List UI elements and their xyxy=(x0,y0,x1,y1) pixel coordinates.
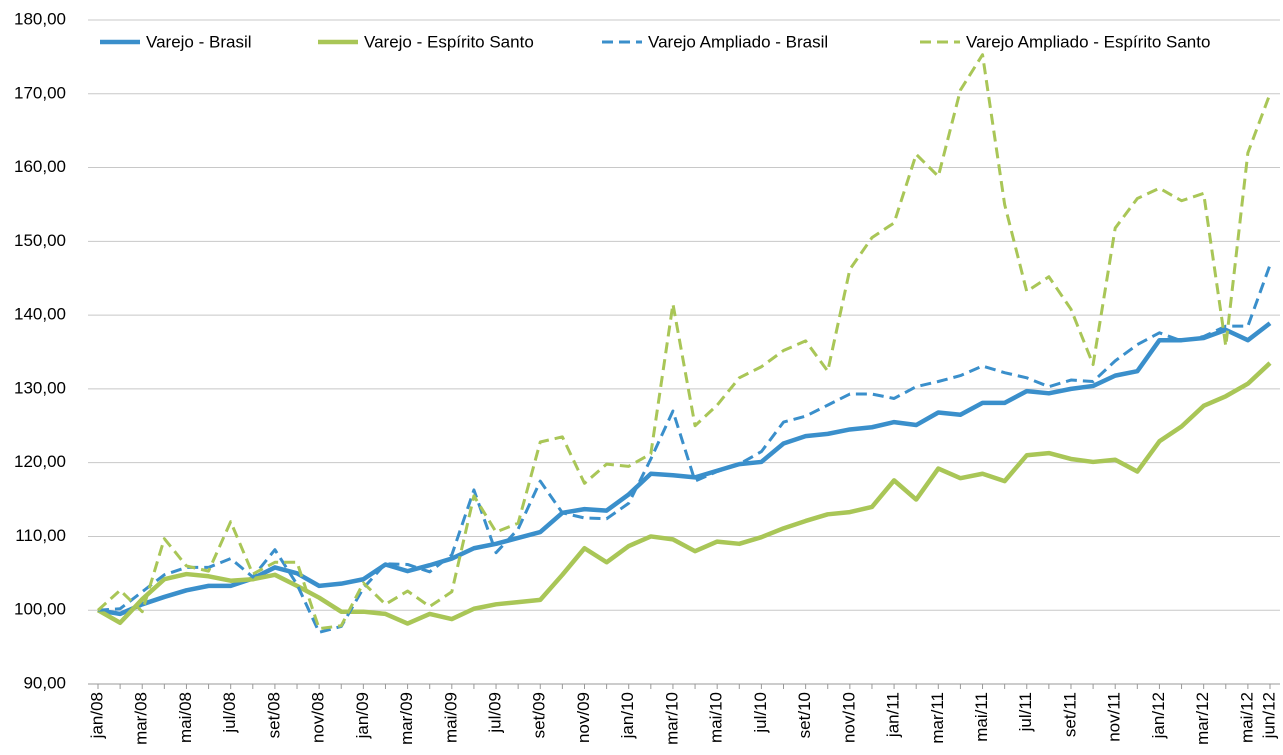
x-tick-label: jan/11 xyxy=(884,692,903,738)
y-tick-label: 160,00 xyxy=(14,157,66,176)
x-tick-label: set/10 xyxy=(795,692,814,738)
y-tick-label: 170,00 xyxy=(14,83,66,102)
x-tick-label: set/08 xyxy=(264,692,283,738)
x-tick-label: jul/08 xyxy=(220,692,239,734)
x-tick-label: jan/09 xyxy=(353,692,372,739)
x-tick-label: jan/12 xyxy=(1149,692,1168,739)
legend-label: Varejo - Espírito Santo xyxy=(364,32,534,51)
x-tick-label: mai/10 xyxy=(707,692,726,743)
x-tick-label: nov/10 xyxy=(839,692,858,743)
x-tick-label: jul/10 xyxy=(751,692,770,734)
x-tick-label: jan/10 xyxy=(618,692,637,739)
y-tick-label: 150,00 xyxy=(14,231,66,250)
x-tick-label: jul/11 xyxy=(1016,692,1035,732)
y-tick-label: 100,00 xyxy=(14,600,66,619)
x-tick-label: jun/12 xyxy=(1259,692,1278,739)
y-tick-label: 180,00 xyxy=(14,9,66,28)
series-line xyxy=(97,264,1272,634)
x-tick-label: mai/11 xyxy=(972,692,991,742)
x-tick-label: set/09 xyxy=(530,692,549,738)
series-line xyxy=(97,321,1272,617)
x-tick-label: mai/12 xyxy=(1237,692,1256,743)
legend-label: Varejo Ampliado - Brasil xyxy=(648,32,828,51)
series-line xyxy=(96,361,1272,626)
x-tick-label: mar/10 xyxy=(662,692,681,745)
y-tick-label: 120,00 xyxy=(14,452,66,471)
x-tick-label: nov/09 xyxy=(574,692,593,743)
y-tick-label: 90,00 xyxy=(23,673,66,692)
y-tick-label: 140,00 xyxy=(14,305,66,324)
x-tick-label: set/11 xyxy=(1060,692,1079,737)
x-tick-label: jan/08 xyxy=(87,692,106,739)
y-tick-label: 110,00 xyxy=(15,526,66,545)
x-tick-label: mai/09 xyxy=(441,692,460,743)
legend-label: Varejo Ampliado - Espírito Santo xyxy=(966,32,1210,51)
x-tick-label: mar/09 xyxy=(397,692,416,745)
x-tick-label: jul/09 xyxy=(486,692,505,734)
x-tick-label: mai/08 xyxy=(176,692,195,743)
legend-label: Varejo - Brasil xyxy=(146,32,252,51)
y-tick-label: 130,00 xyxy=(14,378,66,397)
series-line xyxy=(96,53,1272,631)
x-tick-label: nov/08 xyxy=(309,692,328,743)
x-tick-label: mar/11 xyxy=(928,692,947,744)
x-tick-label: nov/11 xyxy=(1105,692,1124,742)
x-tick-label: mar/08 xyxy=(132,692,151,745)
x-tick-label: mar/12 xyxy=(1193,692,1212,745)
